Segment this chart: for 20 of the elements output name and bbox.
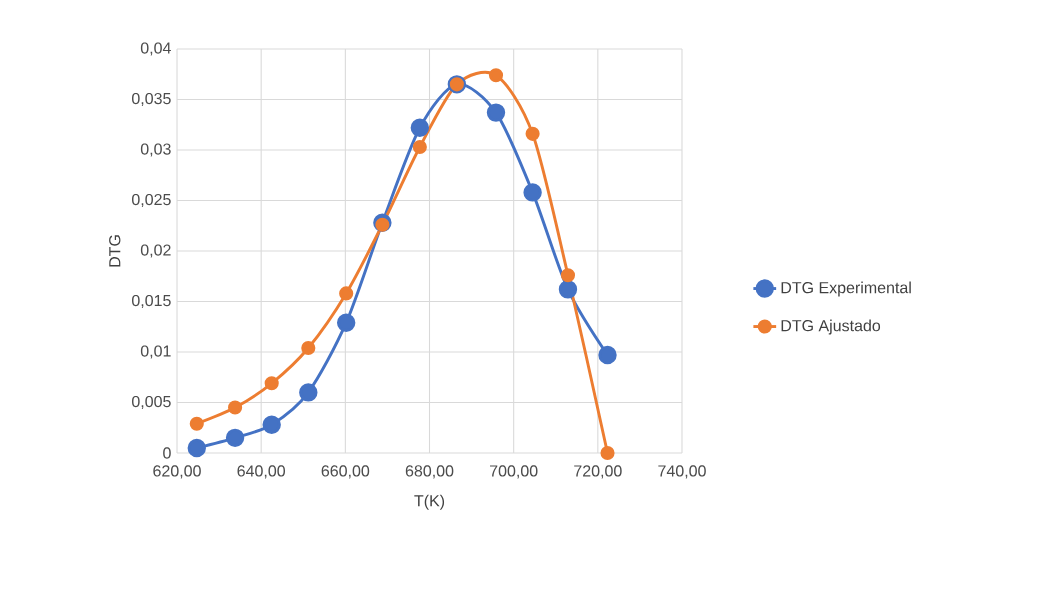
x-tick-label: 640,00 (237, 465, 286, 479)
legend-label: DTG Experimental (781, 281, 911, 297)
x-tick-label: 740,00 (658, 465, 706, 479)
x-tick-label: 720,00 (574, 465, 622, 479)
y-tick-label: 0,04 (140, 42, 171, 56)
y-tick-label: 0,03 (140, 143, 171, 157)
x-axis-title: T(K) (414, 494, 445, 510)
y-tick-label: 0,005 (132, 395, 171, 410)
y-tick-label: 0,015 (132, 294, 171, 309)
x-tick-label: 680,00 (405, 465, 454, 479)
y-tick-label: 0,035 (132, 92, 171, 107)
y-axis-title: DTG (109, 235, 121, 267)
x-tick-label: 700,00 (490, 465, 538, 479)
legend-label: DTG Ajustado (781, 319, 881, 335)
y-tick-label: 0 (163, 447, 171, 459)
x-tick-label: 660,00 (321, 465, 370, 479)
y-tick-label: 0,025 (132, 193, 171, 208)
x-tick-label: 620,00 (153, 465, 201, 479)
y-tick-label: 0,01 (140, 345, 171, 359)
y-tick-label: 0,02 (140, 244, 171, 258)
